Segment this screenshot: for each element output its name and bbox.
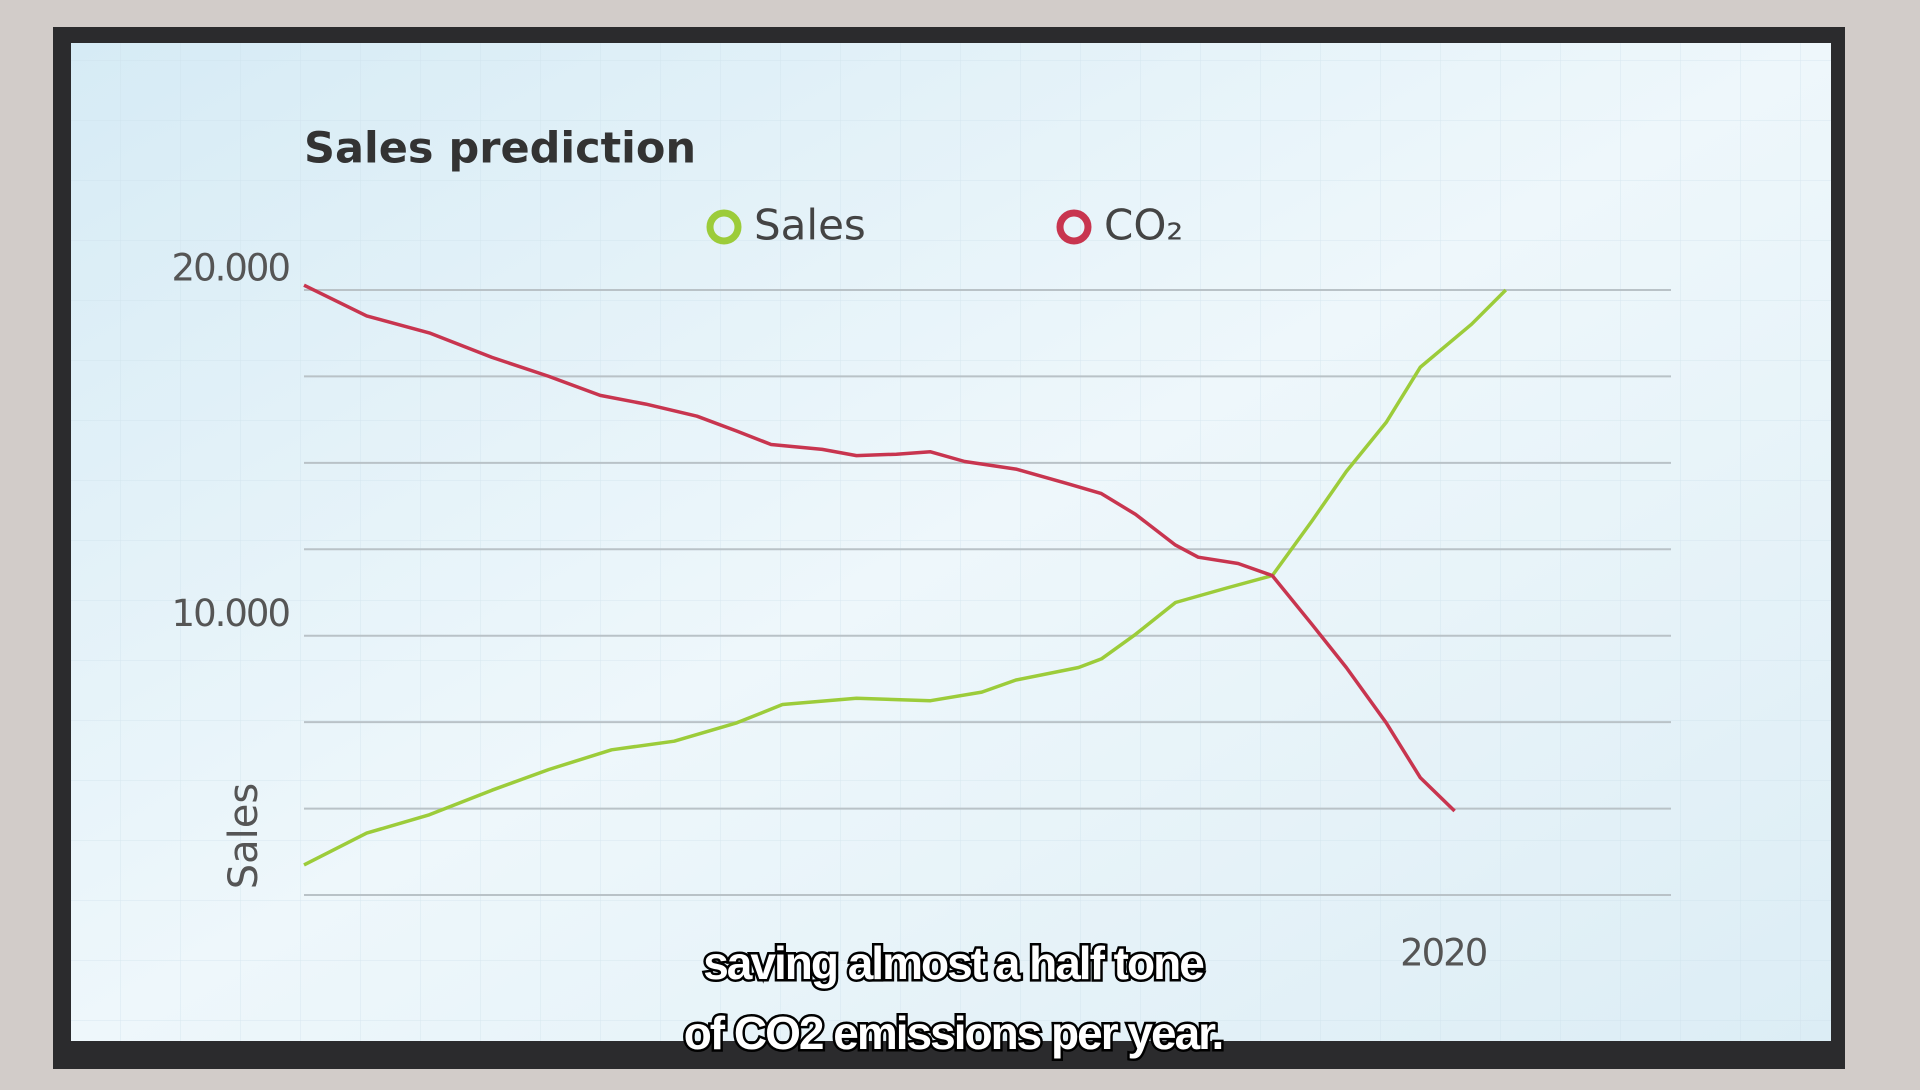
y-tick-label: 10.000 [172,592,290,635]
subtitle: of CO2 emissions per year. [684,1007,1223,1059]
legend-label: Sales [754,201,866,250]
legend-marker [706,209,742,245]
legend-marker [1056,209,1092,245]
legend-label: CO₂ [1104,201,1183,250]
chart-title: Sales prediction [304,124,696,174]
y-axis-label: Sales [221,783,267,889]
y-tick-label: 20.000 [172,247,290,290]
subtitle: saving almost a half tone [703,937,1204,989]
screen-grid [71,43,1831,1041]
x-tick-label: 2020 [1400,932,1487,975]
line-series [303,283,1456,813]
line-series [303,288,1508,867]
